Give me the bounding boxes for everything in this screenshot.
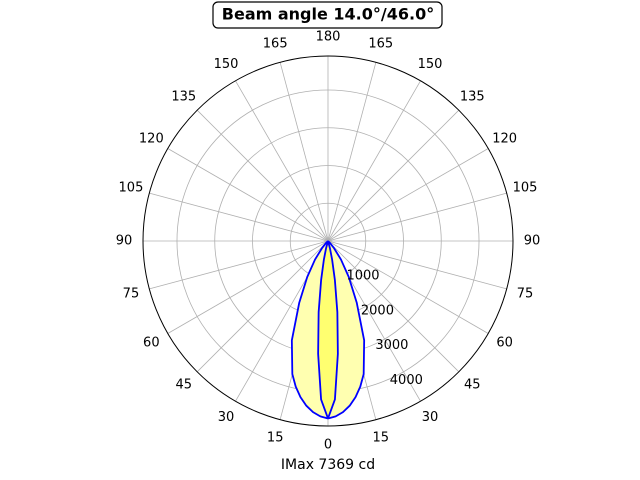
angle-tick-label: 60 bbox=[496, 336, 513, 351]
angle-tick-label: 45 bbox=[464, 378, 481, 393]
angle-tick-label: 180 bbox=[316, 30, 341, 45]
grid-spoke bbox=[327, 240, 507, 290]
grid-spoke bbox=[327, 109, 460, 242]
grid-spoke bbox=[167, 148, 329, 242]
title-box bbox=[212, 1, 443, 29]
angle-tick-label: 30 bbox=[218, 410, 235, 425]
grid-spoke bbox=[279, 62, 329, 242]
angle-tick-label: 105 bbox=[513, 181, 538, 196]
r-tick-label: 3000 bbox=[375, 338, 408, 353]
polar-frame bbox=[142, 55, 514, 427]
angle-tick-label: 105 bbox=[119, 181, 144, 196]
grid-spoke bbox=[327, 240, 489, 334]
grid-spoke bbox=[149, 240, 329, 290]
r-tick-label: 4000 bbox=[390, 373, 423, 388]
grid-spoke bbox=[149, 192, 329, 242]
grid-spoke bbox=[327, 240, 460, 373]
series-line bbox=[327, 240, 339, 419]
angle-tick-label: 135 bbox=[460, 89, 485, 104]
r-tick-label: 1000 bbox=[346, 268, 379, 283]
angle-tick-label: 165 bbox=[263, 36, 288, 51]
angle-tick-label: 30 bbox=[422, 410, 439, 425]
grid-spoke bbox=[196, 109, 329, 242]
angle-tick-label: 135 bbox=[171, 89, 196, 104]
series-line bbox=[327, 240, 366, 420]
angle-tick-label: 120 bbox=[492, 132, 517, 147]
angle-tick-label: 90 bbox=[116, 234, 133, 249]
angle-tick-label: 150 bbox=[418, 57, 443, 72]
grid-spoke bbox=[327, 192, 507, 242]
angle-tick-label: 90 bbox=[524, 234, 541, 249]
series-fill bbox=[318, 241, 328, 419]
angle-tick-label: 15 bbox=[373, 431, 390, 446]
angle-tick-label: 15 bbox=[267, 431, 284, 446]
angle-tick-label: 0 bbox=[324, 438, 332, 453]
x-axis-label: IMax 7369 cd bbox=[281, 457, 375, 473]
grid-spoke bbox=[327, 80, 421, 242]
angle-tick-label: 165 bbox=[368, 36, 393, 51]
series-line bbox=[317, 240, 329, 419]
grid-spoke bbox=[327, 148, 489, 242]
angle-tick-label: 60 bbox=[143, 336, 160, 351]
chart-title: Beam angle 14.0°/46.0° bbox=[222, 5, 434, 24]
grid-spoke bbox=[235, 80, 329, 242]
angle-tick-label: 45 bbox=[175, 378, 192, 393]
grid-spoke bbox=[196, 240, 329, 373]
grid-spoke bbox=[167, 240, 329, 334]
angle-tick-label: 150 bbox=[214, 57, 239, 72]
angle-tick-label: 120 bbox=[139, 132, 164, 147]
grid-spoke bbox=[327, 62, 377, 242]
angle-tick-label: 75 bbox=[123, 286, 140, 301]
series-line bbox=[290, 240, 329, 420]
series-fill bbox=[328, 241, 338, 419]
r-tick-label: 2000 bbox=[361, 303, 394, 318]
angle-tick-label: 75 bbox=[517, 286, 534, 301]
